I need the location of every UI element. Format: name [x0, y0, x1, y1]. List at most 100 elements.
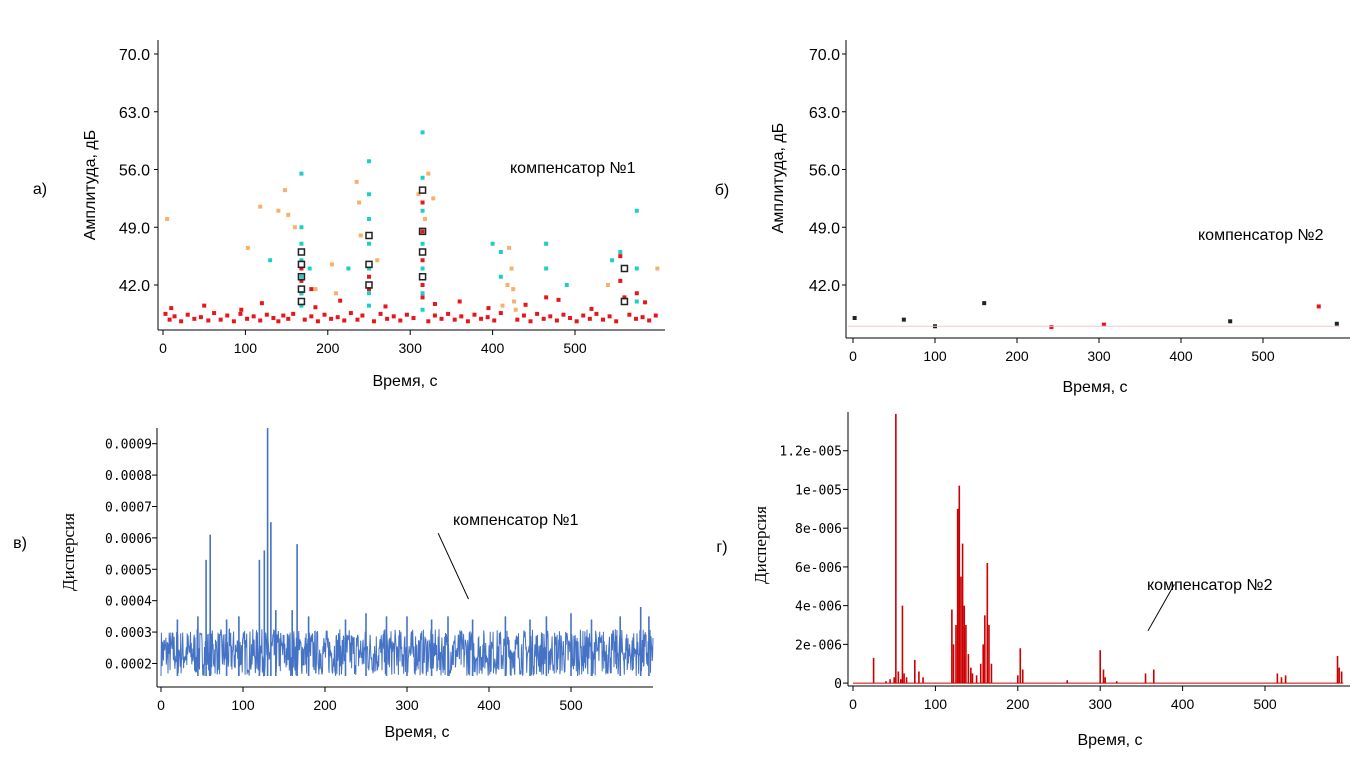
- v-annotation: компенсатор №1: [453, 512, 579, 529]
- a-point-0-86: [299, 266, 304, 271]
- a-point-0-4: [185, 312, 190, 317]
- a-xtick-label-4: 400: [481, 340, 505, 356]
- b-xtick-label-0: 0: [849, 348, 857, 364]
- a-point-0-8: [212, 311, 217, 316]
- b-xtick-label-4: 400: [1169, 348, 1193, 364]
- a-point-2-23: [498, 250, 503, 254]
- a-point-1-24: [500, 303, 505, 308]
- g-xtick-label-4: 400: [1171, 696, 1195, 712]
- g-ytick-label-1: 2e-006: [795, 638, 842, 653]
- g-xlabel: Время, с: [1077, 732, 1142, 749]
- a-point-0-0: [163, 311, 168, 316]
- a-point-0-93: [420, 258, 425, 263]
- a-point-0-76: [313, 305, 318, 310]
- v-xtick-label-1: 100: [231, 697, 255, 713]
- a-point-0-64: [601, 317, 606, 322]
- a-point-0-67: [627, 312, 632, 317]
- a-point-0-27: [335, 315, 340, 320]
- a-point-1-0: [165, 217, 170, 221]
- chart-g-variance-compensator-2: 0 2e-006 4e-006 6e-006 8e-006 1e-005 1.2e-005 0…: [716, 412, 1350, 749]
- a-point-0-61: [581, 313, 586, 318]
- a-point-1-20: [511, 287, 516, 292]
- a-point-2-1: [299, 225, 304, 230]
- a-point-0-2: [172, 314, 177, 319]
- a-point-1-15: [426, 171, 431, 176]
- a-point-0-11: [231, 319, 236, 324]
- a-point-0-43: [452, 317, 457, 322]
- v-annotation-leader: [437, 532, 469, 600]
- a-point-2-2: [299, 241, 304, 246]
- a-point-0-29: [348, 311, 353, 316]
- a-point-0-20: [286, 316, 291, 321]
- a-point-2-10: [367, 217, 371, 221]
- a-point-1-26: [605, 283, 610, 287]
- b-point-0-4: [1228, 319, 1233, 324]
- b-point-0-5: [1334, 321, 1339, 326]
- a-point-3-10: [418, 248, 427, 256]
- chart-v-variance-compensator-1: 0.0002 0.0003 0.0004 0.0005 0.0006 0.0007 0.00…: [13, 428, 654, 741]
- a-point-3-5: [365, 231, 373, 240]
- a-point-0-97: [618, 278, 623, 283]
- b-ytick-label-3: 63.0: [809, 105, 840, 122]
- v-xtick-label-2: 200: [313, 697, 337, 713]
- a-point-0-87: [299, 278, 304, 283]
- a-point-3-13: [620, 297, 629, 306]
- a-point-0-79: [432, 301, 437, 306]
- a-point-1-18: [507, 245, 512, 250]
- a-point-0-23: [309, 314, 314, 319]
- b-xtick-label-5: 500: [1251, 348, 1275, 364]
- a-point-0-92: [420, 229, 425, 234]
- b-ylabel: Амплитуда, дБ: [770, 123, 787, 234]
- a-point-1-21: [512, 299, 517, 304]
- a-point-0-19: [281, 313, 286, 318]
- a-point-0-60: [574, 319, 579, 324]
- a-point-0-7: [206, 318, 211, 323]
- a-point-0-32: [371, 319, 376, 324]
- a-point-0-101: [309, 287, 314, 292]
- a-point-0-18: [276, 319, 281, 324]
- a-point-0-74: [239, 307, 244, 312]
- a-point-0-34: [385, 316, 390, 321]
- a-point-1-1: [245, 245, 250, 250]
- v-xlabel: Время, с: [384, 724, 449, 741]
- a-point-0-41: [439, 316, 444, 321]
- a-ytick-label-3: 63.0: [119, 105, 150, 122]
- a-point-0-63: [594, 311, 599, 316]
- a-point-1-16: [431, 196, 436, 201]
- a-point-1-14: [423, 217, 428, 221]
- a-point-0-33: [378, 311, 383, 316]
- a-point-0-37: [404, 312, 409, 317]
- a-point-0-17: [271, 316, 276, 320]
- a-point-0-15: [258, 318, 263, 323]
- b-annotation: компенсатор №2: [1198, 227, 1324, 244]
- a-point-2-11: [367, 241, 371, 246]
- v-ylabel: Дисперсия: [59, 513, 78, 591]
- a-ytick-label-1: 49.0: [119, 220, 150, 237]
- a-point-0-77: [338, 298, 343, 303]
- a-point-0-45: [465, 319, 470, 324]
- g-panel-label: г): [716, 539, 727, 556]
- a-point-1-12: [358, 233, 363, 238]
- b-ytick-label-1: 49.0: [809, 220, 840, 237]
- a-point-2-31: [634, 266, 639, 271]
- a-point-0-58: [561, 312, 566, 317]
- a-point-2-33: [268, 258, 273, 263]
- a-point-0-25: [322, 312, 327, 317]
- a-point-0-40: [432, 313, 437, 318]
- g-xtick-label-0: 0: [849, 696, 857, 712]
- a-point-0-70: [647, 318, 652, 323]
- chart-b-amplitude-compensator-2: 42.0 49.0 56.0 63.0 70.0 0 100 200 300 400 500 Ампл…: [715, 40, 1350, 396]
- a-point-2-13: [367, 291, 371, 296]
- b-point-0-3: [982, 301, 987, 306]
- a-point-0-36: [398, 318, 403, 323]
- a-point-0-38: [411, 316, 416, 320]
- a-point-1-4: [282, 188, 287, 193]
- a-point-0-50: [498, 311, 503, 316]
- a-point-0-16: [264, 312, 269, 317]
- v-panel-label: в): [13, 535, 27, 552]
- a-point-0-55: [541, 316, 546, 321]
- b-xlabel: Время, с: [1062, 379, 1127, 396]
- v-ytick-label-1: 0.0003: [105, 626, 152, 641]
- a-point-2-20: [420, 291, 425, 296]
- a-point-0-52: [521, 313, 526, 318]
